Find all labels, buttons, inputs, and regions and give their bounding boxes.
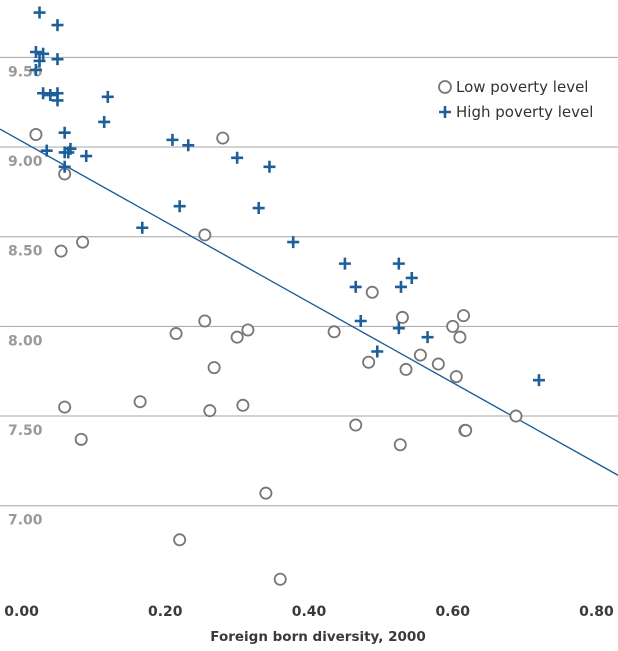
x-tick-label: 0.00 bbox=[4, 604, 39, 620]
x-axis-ticks: 0.00 0.20 0.40 0.60 0.80 bbox=[4, 604, 614, 620]
legend-item-low-poverty: Low poverty level bbox=[438, 78, 588, 96]
point-high-poverty bbox=[29, 63, 42, 76]
point-high-poverty bbox=[371, 345, 384, 358]
point-high-poverty bbox=[98, 115, 111, 128]
point-high-poverty bbox=[51, 19, 64, 32]
point-high-poverty bbox=[136, 221, 149, 234]
point-low-poverty bbox=[459, 423, 473, 437]
point-high-poverty bbox=[252, 202, 265, 215]
point-low-poverty bbox=[449, 370, 463, 384]
point-low-poverty bbox=[216, 131, 230, 145]
point-low-poverty bbox=[273, 572, 287, 586]
point-low-poverty bbox=[58, 400, 72, 414]
point-low-poverty bbox=[169, 327, 183, 341]
y-tick-label: 7.50 bbox=[8, 423, 43, 439]
point-low-poverty bbox=[203, 404, 217, 418]
point-low-poverty bbox=[29, 127, 43, 141]
x-tick-label: 0.20 bbox=[148, 604, 183, 620]
point-high-poverty bbox=[354, 315, 367, 328]
point-low-poverty bbox=[393, 438, 407, 452]
point-low-poverty bbox=[198, 228, 212, 242]
x-axis-label: Foreign born diversity, 2000 bbox=[210, 629, 425, 645]
y-tick-label: 8.00 bbox=[8, 333, 43, 349]
point-high-poverty bbox=[231, 151, 244, 164]
point-high-poverty bbox=[58, 160, 71, 173]
point-high-poverty bbox=[33, 6, 46, 19]
point-low-poverty bbox=[133, 395, 147, 409]
y-tick-label: 8.50 bbox=[8, 244, 43, 260]
point-low-poverty bbox=[241, 323, 255, 337]
point-high-poverty bbox=[166, 133, 179, 146]
point-high-poverty bbox=[51, 53, 64, 66]
point-low-poverty bbox=[207, 361, 221, 375]
point-low-poverty bbox=[453, 330, 467, 344]
point-high-poverty bbox=[37, 47, 50, 60]
point-low-poverty bbox=[431, 357, 445, 371]
point-high-poverty bbox=[405, 271, 418, 284]
point-low-poverty bbox=[362, 355, 376, 369]
legend-plus-marker bbox=[439, 106, 451, 118]
legend-label-high-poverty: High poverty level bbox=[456, 103, 593, 121]
point-low-poverty bbox=[365, 285, 379, 299]
point-high-poverty bbox=[101, 90, 114, 103]
point-high-poverty bbox=[44, 89, 57, 102]
trendline bbox=[0, 128, 618, 476]
point-low-poverty bbox=[76, 235, 90, 249]
x-tick-label: 0.60 bbox=[435, 604, 470, 620]
x-tick-label: 0.80 bbox=[579, 604, 614, 620]
point-high-poverty bbox=[173, 200, 186, 213]
point-low-poverty bbox=[236, 398, 250, 412]
data-points bbox=[29, 6, 545, 586]
point-high-poverty bbox=[392, 322, 405, 335]
gridlines bbox=[0, 56, 618, 507]
point-high-poverty bbox=[51, 94, 64, 107]
y-tick-label: 9.50 bbox=[8, 64, 43, 80]
y-tick-label: 7.00 bbox=[8, 513, 43, 529]
point-high-poverty bbox=[349, 280, 362, 293]
point-high-poverty bbox=[394, 280, 407, 293]
point-low-poverty bbox=[173, 533, 187, 547]
point-high-poverty bbox=[532, 374, 545, 387]
point-high-poverty bbox=[263, 160, 276, 173]
point-low-poverty bbox=[509, 409, 523, 423]
legend-item-high-poverty: High poverty level bbox=[439, 103, 593, 121]
point-high-poverty bbox=[29, 46, 42, 59]
point-high-poverty bbox=[62, 146, 75, 159]
x-tick-label: 0.40 bbox=[292, 604, 327, 620]
point-low-poverty bbox=[198, 314, 212, 328]
legend: Low poverty level High poverty level bbox=[438, 78, 593, 121]
point-high-poverty bbox=[58, 126, 71, 139]
legend-label-low-poverty: Low poverty level bbox=[456, 78, 588, 96]
point-low-poverty bbox=[456, 309, 470, 323]
y-axis-ticks: 7.00 7.50 8.00 8.50 9.00 9.50 bbox=[8, 64, 43, 528]
point-high-poverty bbox=[182, 139, 195, 152]
y-tick-label: 9.00 bbox=[8, 154, 43, 170]
point-low-poverty bbox=[413, 348, 427, 362]
point-high-poverty bbox=[80, 150, 93, 163]
point-low-poverty bbox=[259, 486, 273, 500]
point-low-poverty bbox=[327, 325, 341, 339]
point-low-poverty bbox=[230, 330, 244, 344]
point-high-poverty bbox=[37, 87, 50, 100]
point-low-poverty bbox=[349, 418, 363, 432]
point-high-poverty bbox=[338, 257, 351, 270]
point-low-poverty bbox=[54, 244, 68, 258]
point-high-poverty bbox=[287, 236, 300, 249]
point-low-poverty bbox=[74, 432, 88, 446]
point-low-poverty bbox=[446, 319, 460, 333]
point-high-poverty bbox=[40, 144, 53, 157]
point-low-poverty bbox=[399, 362, 413, 376]
point-low-poverty bbox=[395, 310, 409, 324]
point-high-poverty bbox=[33, 54, 46, 67]
point-high-poverty bbox=[392, 257, 405, 270]
point-high-poverty bbox=[421, 331, 434, 344]
trendline-group bbox=[0, 128, 618, 476]
legend-circle-marker bbox=[438, 80, 452, 94]
